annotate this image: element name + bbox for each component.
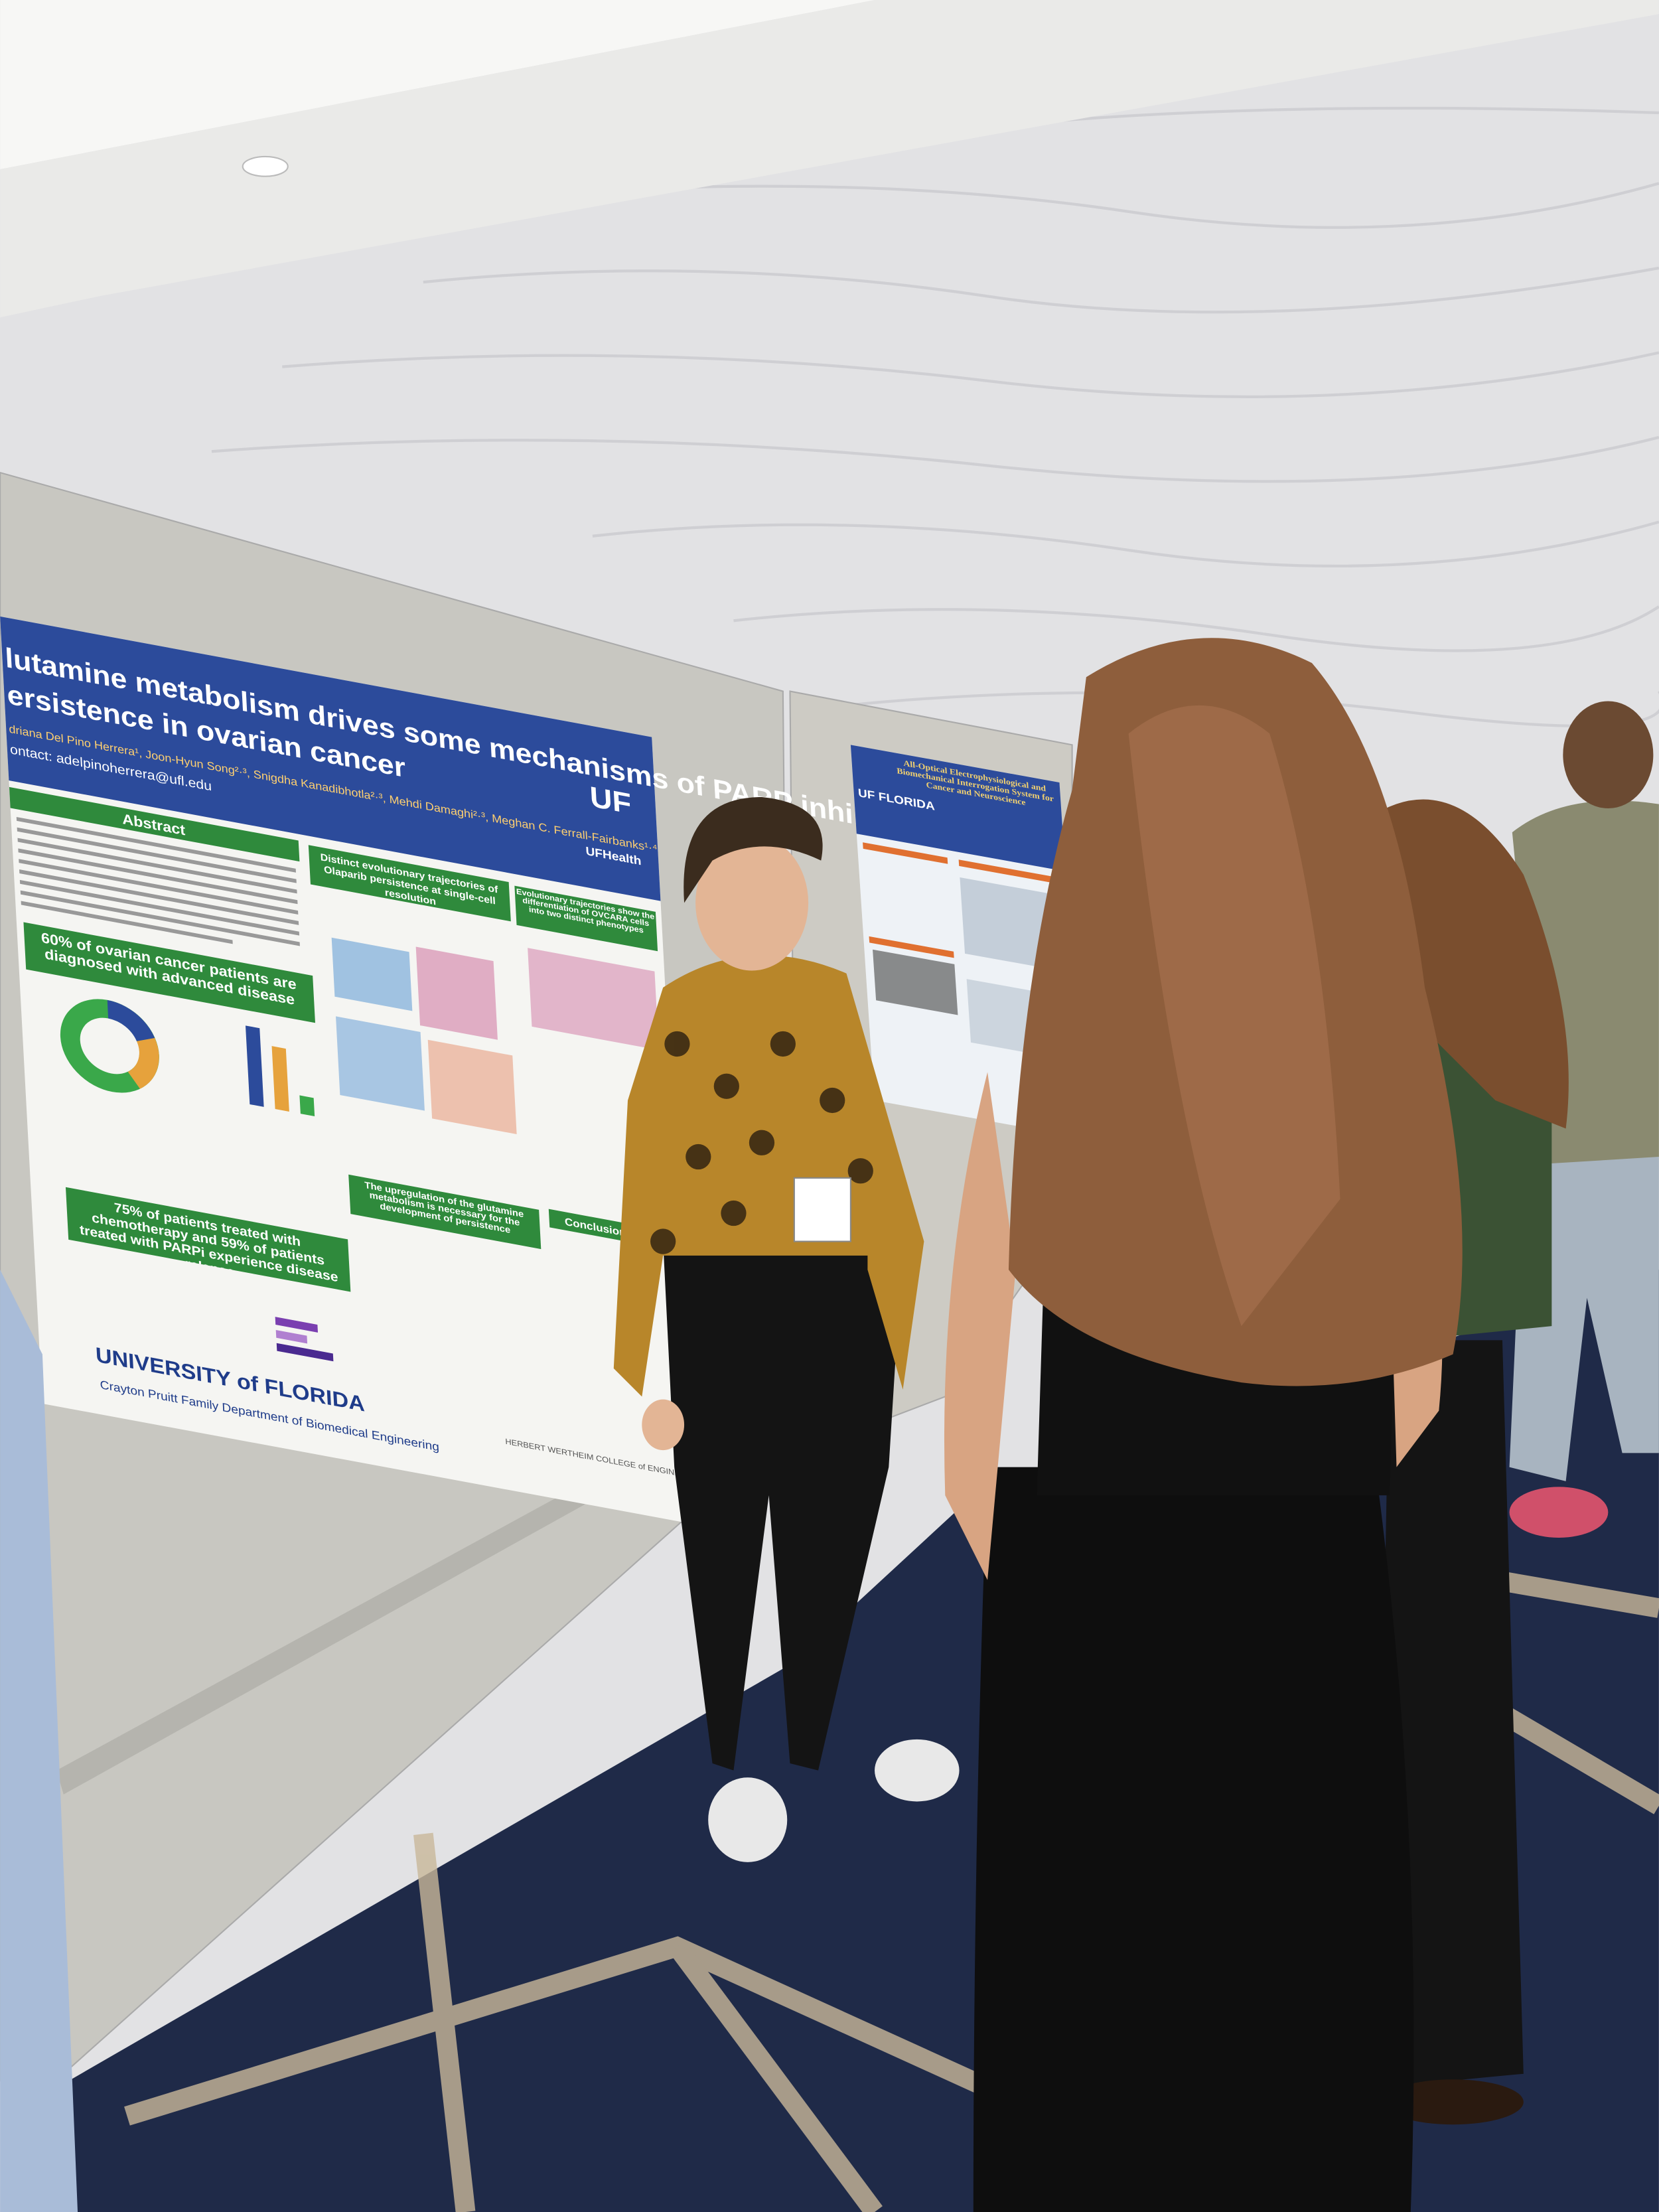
poster-header <box>0 616 661 901</box>
attendee-long-hair <box>944 638 1463 2212</box>
section-bar <box>348 1174 541 1250</box>
donut-slice <box>127 1038 159 1089</box>
survival-bars <box>275 1317 334 1362</box>
section-bar <box>9 786 300 862</box>
presenter <box>613 796 960 1862</box>
bar-figure <box>271 1046 289 1112</box>
bar-figure <box>299 1095 315 1117</box>
section-bar <box>65 1187 351 1292</box>
abstract-text <box>16 816 300 946</box>
poster-bars <box>863 842 1058 958</box>
bar-figure <box>245 1025 264 1107</box>
section-bar <box>23 922 315 1023</box>
uf-logo: UF <box>589 780 632 820</box>
attendee-curly-hair <box>1368 799 1569 2125</box>
soffit <box>0 0 1659 318</box>
board-rail <box>56 1432 678 1795</box>
ceiling-light <box>242 155 289 177</box>
section-bar <box>514 885 658 952</box>
carpet-pattern <box>124 1570 1659 2212</box>
foreground-sleeve <box>0 1270 78 2212</box>
poster-figures <box>873 877 1070 1061</box>
donut-slice <box>107 999 155 1042</box>
poster-header <box>850 745 1066 871</box>
section-bar <box>308 845 511 922</box>
figure-panels <box>331 937 659 1135</box>
